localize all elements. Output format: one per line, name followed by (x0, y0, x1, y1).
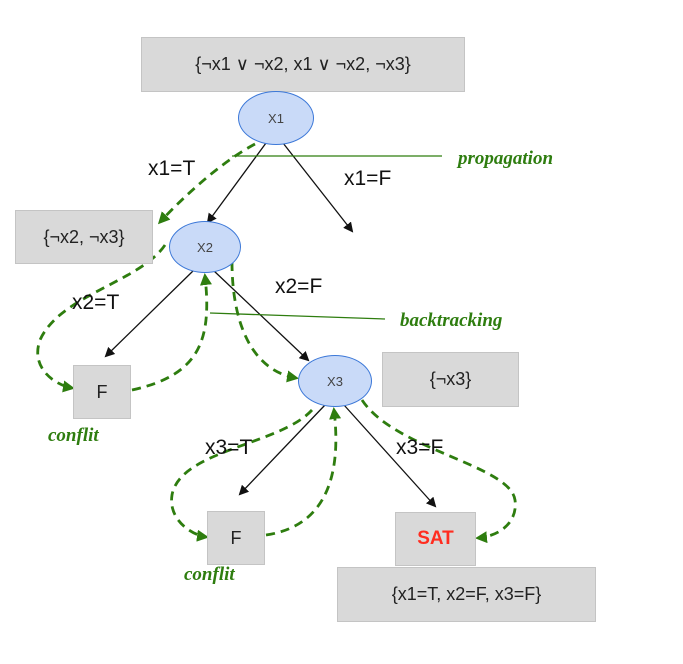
edge-label-x3-true: x3=T (205, 436, 253, 459)
edge-label-x2-true: x2=T (72, 291, 120, 314)
edge-label-x1-false: x1=F (344, 167, 392, 190)
trace-conflict-2-backtrack (265, 407, 342, 537)
trace-x1-to-x2 (157, 142, 256, 225)
conflict-annotation-1: conflit (48, 425, 99, 446)
edge-label-x2-false: x2=F (275, 275, 323, 298)
backtracking-annotation: backtracking (400, 310, 503, 331)
edge-label-x1-true: x1=T (148, 157, 196, 180)
backtracking-pointer (209, 312, 386, 320)
propagation-annotation: propagation (458, 148, 554, 169)
edge-x3-true (238, 404, 326, 496)
clause-box-after-x2: {¬x3} (382, 352, 519, 407)
trace-conflict-1-backtrack (131, 273, 212, 392)
solution-box: {x1=T, x2=F, x3=F} (337, 567, 596, 622)
leaf-false-1: F (73, 365, 131, 419)
trace-x3-to-conflict-2 (170, 409, 314, 542)
leaf-sat: SAT (395, 512, 476, 566)
leaf-false-2: F (207, 511, 265, 565)
edge-x2-true (104, 269, 195, 358)
trace-x3-to-sat (360, 399, 517, 544)
edge-label-x3-false: x3=F (396, 436, 444, 459)
trace-x2-to-conflict-1 (36, 244, 167, 393)
root-clause-box: {¬x1 ∨ ¬x2, x1 ∨ ¬x2, ¬x3} (141, 37, 465, 92)
trace-x2-to-x3 (230, 261, 299, 383)
edge-x1-false (282, 142, 354, 233)
node-x2: X2 (169, 221, 241, 273)
clause-box-after-x1: {¬x2, ¬x3} (15, 210, 153, 264)
node-x3: X3 (298, 355, 372, 407)
edge-x3-false (343, 404, 437, 508)
conflict-annotation-2: conflit (184, 564, 235, 585)
node-x1: X1 (238, 91, 314, 145)
